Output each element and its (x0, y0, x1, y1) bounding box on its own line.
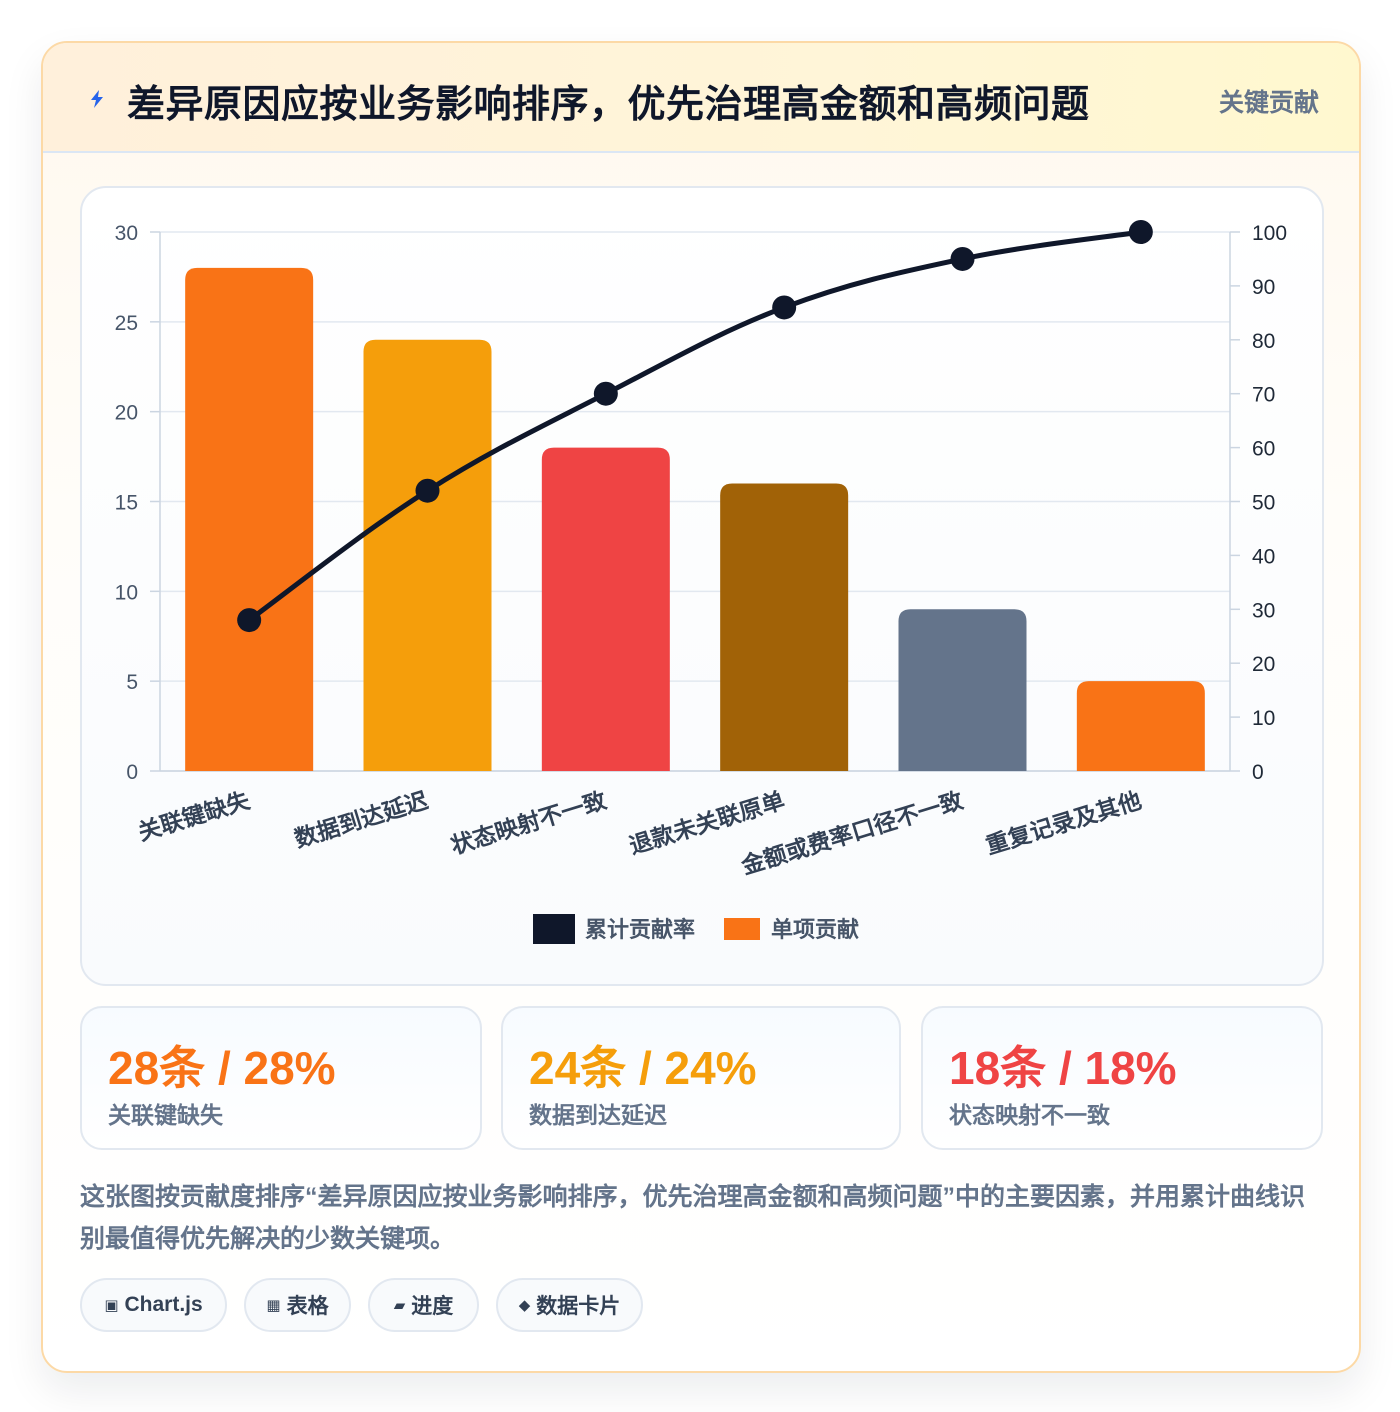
table-icon: ▦ (266, 1297, 281, 1314)
report-card: 差异原因应按业务影响排序，优先治理高金额和高频问题 关键贡献 0 5 10 15 20 2… (41, 41, 1361, 1373)
stat-label: 关联键缺失 (108, 1102, 223, 1128)
page-title: 差异原因应按业务影响排序，优先治理高金额和高频问题 (127, 84, 1090, 126)
right-tick-label: 50 (1252, 492, 1275, 515)
card-header: 差异原因应按业务影响排序，优先治理高金额和高频问题 关键贡献 (43, 43, 1359, 153)
bar-4 (720, 483, 849, 771)
right-tick-label: 90 (1252, 276, 1275, 299)
left-tick-label: 15 (115, 492, 138, 515)
cumulative-point-5 (950, 246, 975, 271)
stat-label: 数据到达延迟 (529, 1102, 667, 1128)
stat-value: 28条 / 28% (108, 1042, 336, 1094)
progress-icon: ▰ (393, 1297, 406, 1314)
category-label: 重复记录及其他 (983, 787, 1145, 859)
stat-card-3: 18条 / 18% 状态映射不一致 (921, 1006, 1323, 1150)
lightning-icon (91, 90, 103, 108)
stat-value: 24条 / 24% (529, 1042, 757, 1094)
right-tick-label: 100 (1252, 222, 1287, 245)
bar-5 (898, 609, 1027, 771)
right-tick-label: 60 (1252, 438, 1275, 461)
tag-label: 进度 (411, 1295, 454, 1318)
bar-1 (185, 267, 314, 771)
cumulative-line (246, 229, 1144, 623)
tag-progress[interactable]: ▰ 进度 (368, 1278, 479, 1332)
right-tick-label: 20 (1252, 653, 1275, 676)
bar-3 (541, 447, 670, 771)
left-tick-label: 20 (115, 402, 138, 425)
cumulative-point-3 (593, 381, 618, 406)
chart-icon: ▣ (104, 1297, 119, 1314)
cumulative-point-4 (772, 295, 797, 320)
tag-label: Chart.js (124, 1293, 203, 1316)
bar-2 (363, 339, 492, 771)
left-tick-label: 0 (126, 761, 138, 784)
tag-table[interactable]: ▦ 表格 (244, 1278, 351, 1332)
stat-label: 状态映射不一致 (949, 1102, 1110, 1128)
cumulative-point-1 (237, 608, 262, 633)
right-tick-label: 70 (1252, 384, 1275, 407)
category-label: 状态映射不一致 (448, 787, 611, 859)
right-tick-label: 80 (1252, 330, 1275, 353)
right-tick-label: 30 (1252, 599, 1275, 622)
right-tick-label: 10 (1252, 707, 1275, 730)
key-contribution-badge: 关键贡献 (1218, 89, 1319, 117)
chart-description: 这张图按贡献度排序“差异原因应按业务影响排序，优先治理高金额和高频问题”中的主要… (80, 1183, 1306, 1253)
pareto-chart: 0 5 10 15 20 25 30 0 10 20 30 40 50 60 70 80 90 100 关联键缺失数… (115, 220, 1287, 944)
left-tick-label: 10 (115, 581, 138, 604)
cumulative-point-2 (415, 478, 440, 503)
right-tick-label: 0 (1252, 761, 1264, 784)
diamond-icon: ◆ (518, 1297, 531, 1314)
tag-label: 数据卡片 (536, 1295, 621, 1318)
right-tick-label: 40 (1252, 545, 1275, 568)
legend-swatch-individual (724, 918, 760, 940)
stat-card-2: 24条 / 24% 数据到达延迟 (501, 1006, 901, 1150)
category-label: 关联键缺失 (135, 787, 254, 846)
legend-label-individual: 单项贡献 (771, 917, 859, 942)
left-tick-label: 5 (126, 671, 138, 694)
left-tick-label: 30 (115, 222, 138, 245)
legend-label-cumulative: 累计贡献率 (585, 917, 695, 942)
left-tick-label: 25 (115, 312, 138, 335)
cumulative-point-6 (1128, 220, 1153, 244)
legend-swatch-cumulative (533, 914, 575, 944)
tag-data-card[interactable]: ◆ 数据卡片 (496, 1278, 643, 1332)
tag-chartjs[interactable]: ▣ Chart.js (80, 1278, 227, 1332)
pareto-chart-panel: 0 5 10 15 20 25 30 0 10 20 30 40 50 60 70 80 90 100 关联键缺失数… (80, 186, 1324, 986)
category-label: 数据到达延迟 (291, 787, 431, 852)
stat-card-1: 28条 / 28% 关联键缺失 (80, 1006, 482, 1150)
stat-value: 18条 / 18% (949, 1042, 1177, 1094)
bar-6 (1076, 681, 1205, 771)
tag-label: 表格 (286, 1295, 329, 1318)
